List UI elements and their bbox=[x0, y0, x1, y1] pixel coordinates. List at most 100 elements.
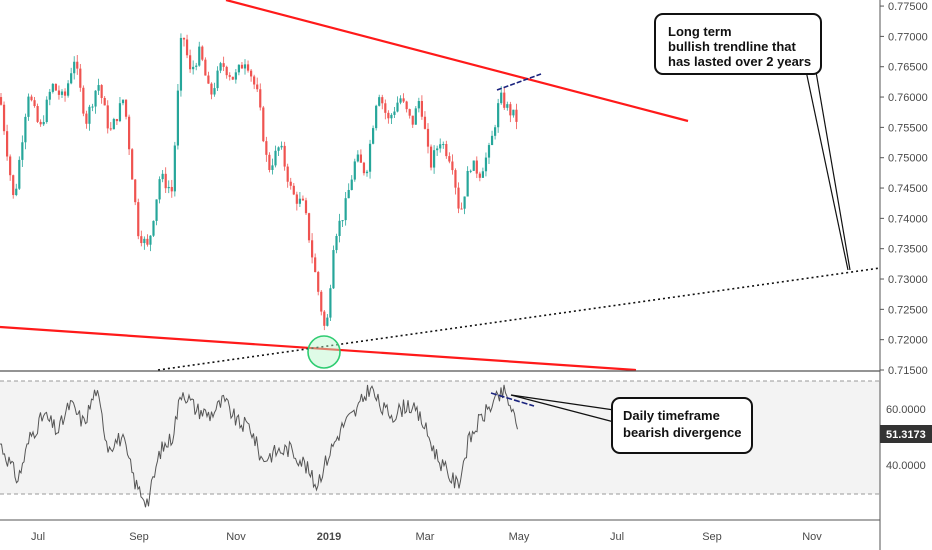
candle-body-38 bbox=[115, 119, 118, 122]
time-tick-1: Sep bbox=[129, 531, 149, 543]
candle-body-127 bbox=[387, 112, 390, 119]
candle-body-61 bbox=[185, 39, 189, 56]
candle-body-101 bbox=[307, 213, 311, 241]
price-tick-3: 0.73000 bbox=[888, 274, 928, 286]
price-tick-11: 0.77000 bbox=[888, 31, 928, 43]
candle-body-6 bbox=[18, 159, 21, 189]
candle-body-59 bbox=[179, 37, 183, 91]
candle-body-93 bbox=[283, 145, 286, 167]
candle-body-70 bbox=[213, 88, 216, 95]
callout-top-box bbox=[654, 13, 822, 75]
candle-body-110 bbox=[335, 235, 338, 251]
price-axis-ticks: 0.71500 0.72000 0.72500 0.73000 0.73500 0.740… bbox=[880, 1, 928, 377]
candle-body-49 bbox=[149, 235, 152, 245]
candle-body-75 bbox=[228, 75, 231, 77]
candle-body-43 bbox=[131, 149, 134, 180]
candle-body-113 bbox=[344, 198, 347, 221]
long-term-support-trendline[interactable] bbox=[157, 267, 881, 371]
candle-body-105 bbox=[320, 291, 323, 312]
candle-body-152 bbox=[463, 196, 466, 209]
candle-body-91 bbox=[277, 147, 280, 151]
candle-body-9 bbox=[27, 96, 30, 117]
candle-body-36 bbox=[109, 128, 112, 130]
candle-body-96 bbox=[292, 185, 295, 195]
candle-body-116 bbox=[353, 161, 356, 180]
candle-body-72 bbox=[219, 63, 222, 71]
callout-bottom-line-1: Daily timeframe bbox=[623, 408, 720, 423]
candle-body-10 bbox=[30, 96, 33, 101]
candle-body-132 bbox=[402, 98, 405, 102]
price-tick-12: 0.77500 bbox=[888, 1, 928, 13]
upper-resistance-trendline[interactable] bbox=[225, 0, 689, 123]
indicator-divergence-line[interactable] bbox=[490, 392, 535, 407]
candle-body-14 bbox=[42, 121, 45, 125]
price-tick-8: 0.75500 bbox=[888, 122, 928, 134]
candle-body-104 bbox=[317, 272, 320, 292]
candle-body-148 bbox=[451, 161, 454, 171]
candle-body-103 bbox=[314, 257, 317, 273]
candle-body-168 bbox=[512, 109, 515, 116]
candle-body-83 bbox=[253, 76, 256, 85]
candle-body-82 bbox=[250, 70, 253, 77]
candle-body-73 bbox=[222, 63, 225, 67]
candle-body-164 bbox=[500, 92, 503, 104]
candle-body-163 bbox=[497, 103, 500, 128]
candle-body-12 bbox=[36, 106, 39, 122]
time-tick-7: Sep bbox=[702, 531, 722, 543]
candle-body-33 bbox=[100, 85, 103, 98]
candle-body-60 bbox=[182, 37, 186, 40]
candle-body-20 bbox=[60, 91, 64, 95]
candle-body-44 bbox=[134, 179, 137, 203]
candle-body-78 bbox=[237, 64, 240, 73]
candle-body-138 bbox=[420, 101, 423, 117]
time-tick-4: Mar bbox=[416, 531, 435, 543]
candle-body-125 bbox=[381, 97, 384, 104]
candle-body-65 bbox=[198, 46, 201, 66]
candle-body-28 bbox=[85, 113, 88, 124]
callout-bottom-line-2: bearish divergence bbox=[623, 425, 742, 440]
candle-body-146 bbox=[445, 144, 448, 157]
price-tick-2: 0.72500 bbox=[888, 304, 928, 316]
candle-body-89 bbox=[271, 165, 274, 170]
candle-body-97 bbox=[295, 194, 298, 204]
candle-body-76 bbox=[231, 76, 234, 80]
candle-body-17 bbox=[51, 83, 54, 92]
candle-body-124 bbox=[378, 97, 381, 106]
price-divergence-line[interactable] bbox=[496, 73, 542, 91]
candle-body-136 bbox=[414, 108, 417, 125]
candle-body-143 bbox=[436, 148, 439, 151]
candle-body-135 bbox=[411, 115, 414, 125]
candle-body-129 bbox=[393, 111, 396, 115]
candle-body-118 bbox=[359, 154, 362, 163]
indicator-value-text: 51.3173 bbox=[886, 429, 926, 441]
candle-body-19 bbox=[57, 90, 61, 95]
candle-body-92 bbox=[280, 145, 283, 148]
candle-body-98 bbox=[298, 198, 301, 204]
candle-body-52 bbox=[158, 179, 161, 200]
time-tick-8: Nov bbox=[802, 531, 822, 543]
price-tick-9: 0.76000 bbox=[888, 92, 928, 104]
time-tick-6: Jul bbox=[610, 531, 624, 543]
candle-body-58 bbox=[176, 90, 179, 146]
candle-body-23 bbox=[70, 73, 73, 84]
candle-body-32 bbox=[97, 85, 100, 91]
lower-trendline[interactable] bbox=[0, 325, 637, 372]
candle-body-137 bbox=[417, 101, 420, 109]
candle-body-157 bbox=[478, 173, 481, 178]
candle-body-5 bbox=[15, 188, 18, 196]
candle-body-39 bbox=[118, 103, 122, 122]
candle-body-16 bbox=[48, 91, 51, 100]
price-tick-5: 0.74000 bbox=[888, 213, 928, 225]
candle-body-50 bbox=[152, 220, 155, 236]
candle-body-7 bbox=[21, 142, 24, 160]
callout-top-line-3: has lasted over 2 years bbox=[668, 54, 811, 69]
candle-body-119 bbox=[362, 162, 366, 174]
candle-body-139 bbox=[423, 116, 427, 129]
price-tick-10: 0.76500 bbox=[888, 62, 928, 74]
candle-body-160 bbox=[487, 145, 491, 158]
indicator-line bbox=[0, 384, 518, 508]
candle-body-24 bbox=[73, 61, 76, 74]
candle-body-99 bbox=[301, 198, 305, 201]
candle-body-48 bbox=[146, 238, 149, 245]
candle-body-57 bbox=[173, 145, 176, 192]
